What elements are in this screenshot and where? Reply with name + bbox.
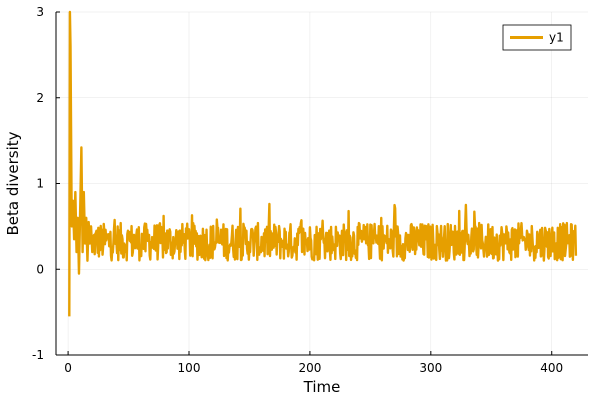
- axes: 0 100 200 300 400 -1 0 1 2 3: [32, 5, 588, 375]
- x-axis-title: Time: [303, 378, 341, 396]
- y-tick-label: 1: [36, 177, 44, 191]
- legend-label: y1: [549, 31, 564, 45]
- y-tick-label: 0: [36, 262, 44, 276]
- x-tick-label: 0: [64, 361, 72, 375]
- y-tick-label: 2: [36, 91, 44, 105]
- y-tick-label: 3: [36, 5, 44, 19]
- x-tick-label: 100: [178, 361, 201, 375]
- y-tick-label: -1: [32, 348, 44, 362]
- axis-labels: Time Beta diversity: [4, 131, 340, 396]
- x-tick-label: 300: [419, 361, 442, 375]
- x-tick-label: 400: [540, 361, 563, 375]
- legend: y1: [502, 24, 572, 51]
- y-axis-title: Beta diversity: [4, 131, 22, 235]
- series-line-y1: [68, 10, 578, 317]
- x-tick-label: 200: [298, 361, 321, 375]
- series-layer: [68, 10, 578, 317]
- grid: [56, 11, 588, 356]
